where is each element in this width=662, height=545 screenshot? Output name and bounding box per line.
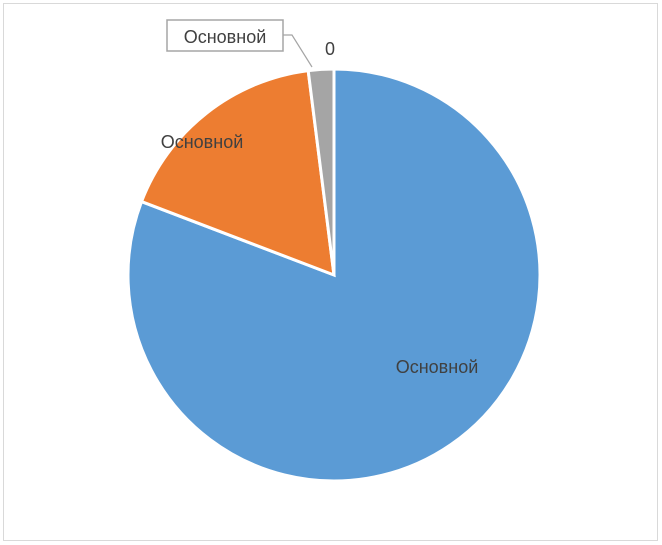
slice-label-blue: Основной [396, 357, 479, 377]
slice-callout-gray: Основной [167, 20, 312, 67]
pie-slices [128, 69, 540, 481]
slice-label-gray: Основной [184, 27, 267, 47]
slice-value-gray: 0 [325, 39, 335, 59]
slice-label-orange: Основной [161, 132, 244, 152]
leader-line [283, 35, 312, 67]
